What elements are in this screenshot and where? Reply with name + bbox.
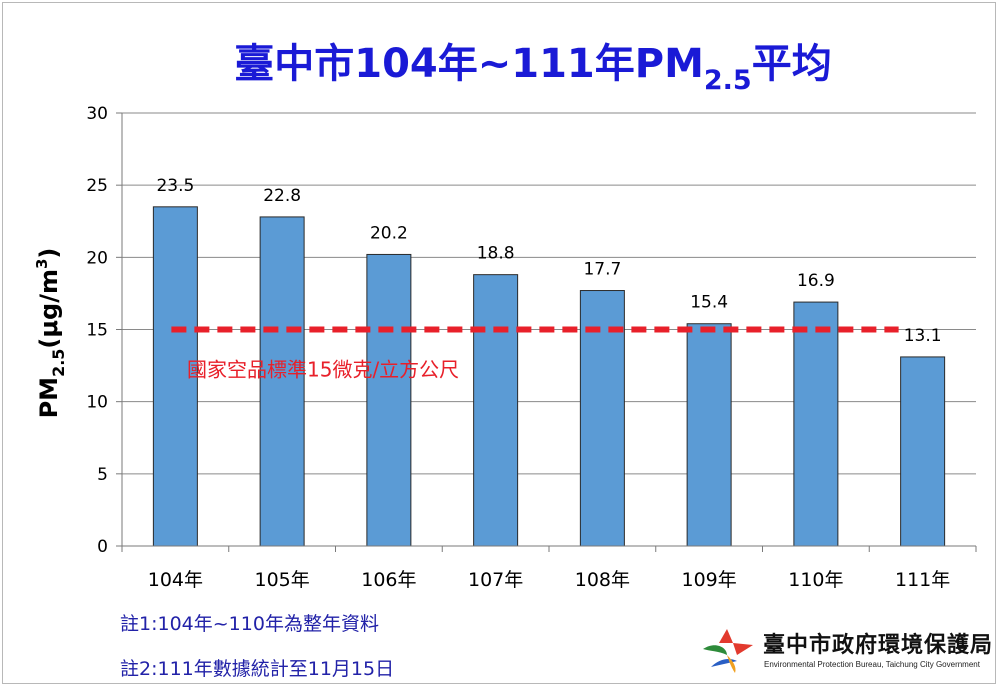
- org-name: 臺中市政府環境保護局: [763, 633, 994, 658]
- y-axis-label-main: PM: [35, 377, 63, 418]
- y-axis-label-unit: (μg/m: [35, 269, 63, 349]
- value-label-5: 15.4: [690, 293, 728, 313]
- bar-4: [579, 290, 625, 547]
- bar-3: [473, 274, 519, 547]
- y-tick-label-30: 30: [86, 104, 108, 124]
- bar-7: [900, 356, 946, 547]
- y-axis-label-subscript: 2.5: [49, 349, 68, 377]
- x-tick-label-1: 105年: [254, 569, 309, 591]
- value-labels: 23.5 22.8 20.2 18.8 17.7 15.4 16.9 13.1: [156, 176, 941, 346]
- chart-svg: 臺中市104年~111年PM2.5平均 PM2.5(μg/m3) 國家空品標準1…: [33, 41, 977, 591]
- bar-5: [686, 323, 732, 547]
- x-tick-label-5: 109年: [681, 569, 736, 591]
- y-axis-label-close: ): [35, 248, 63, 259]
- value-label-7: 13.1: [904, 326, 942, 346]
- bars: [152, 206, 946, 547]
- y-tick-label-5: 5: [97, 465, 108, 485]
- org-block: 臺中市政府環境保護局 Environmental Protection Bure…: [697, 625, 993, 675]
- bar-2: [366, 253, 412, 547]
- value-label-0: 23.5: [156, 176, 194, 196]
- note-1: 註1:104年~110年為整年資料: [120, 613, 379, 635]
- y-axis-label-superscript: 3: [33, 259, 51, 269]
- chart-title-end: 平均: [752, 41, 832, 87]
- org-subtitle: Environmental Protection Bureau, Taichun…: [764, 660, 980, 669]
- value-label-3: 18.8: [477, 244, 515, 264]
- chart-title: 臺中市104年~111年PM2.5平均: [234, 41, 831, 96]
- y-tick-label-0: 0: [97, 537, 108, 557]
- value-label-1: 22.8: [263, 186, 301, 206]
- y-tick-label-20: 20: [86, 248, 108, 268]
- y-axis-label: PM2.5(μg/m3): [33, 248, 68, 419]
- epb-logo-icon: [703, 629, 753, 673]
- x-tick-label-0: 104年: [148, 569, 203, 591]
- x-tick-label-7: 111年: [895, 569, 950, 591]
- y-tick-label-10: 10: [86, 393, 108, 413]
- value-label-2: 20.2: [370, 223, 408, 243]
- y-tick-label-15: 15: [86, 321, 108, 341]
- chart-title-subscript: 2.5: [704, 65, 752, 96]
- value-label-6: 16.9: [797, 271, 835, 291]
- reference-line-label: 國家空品標準15微克/立方公尺: [187, 358, 459, 382]
- value-label-4: 17.7: [583, 260, 621, 280]
- x-tick-label-6: 110年: [788, 569, 843, 591]
- bar-1: [259, 216, 305, 547]
- x-tick-label-2: 106年: [361, 569, 416, 591]
- x-tick-label-3: 107年: [468, 569, 523, 591]
- axes: 0 5 10 15 20 25 30 104年 105年 106年 107年 108年 109年 110年…: [86, 104, 977, 591]
- y-tick-label-25: 25: [86, 176, 108, 196]
- bar-6: [793, 301, 839, 547]
- gridlines: [122, 112, 976, 475]
- note-2: 註2:111年數據統計至11月15日: [120, 658, 395, 680]
- x-tick-label-4: 108年: [575, 569, 630, 591]
- reference-line-group: 國家空品標準15微克/立方公尺: [171, 326, 899, 382]
- chart-title-main: 臺中市104年~111年PM: [234, 41, 704, 87]
